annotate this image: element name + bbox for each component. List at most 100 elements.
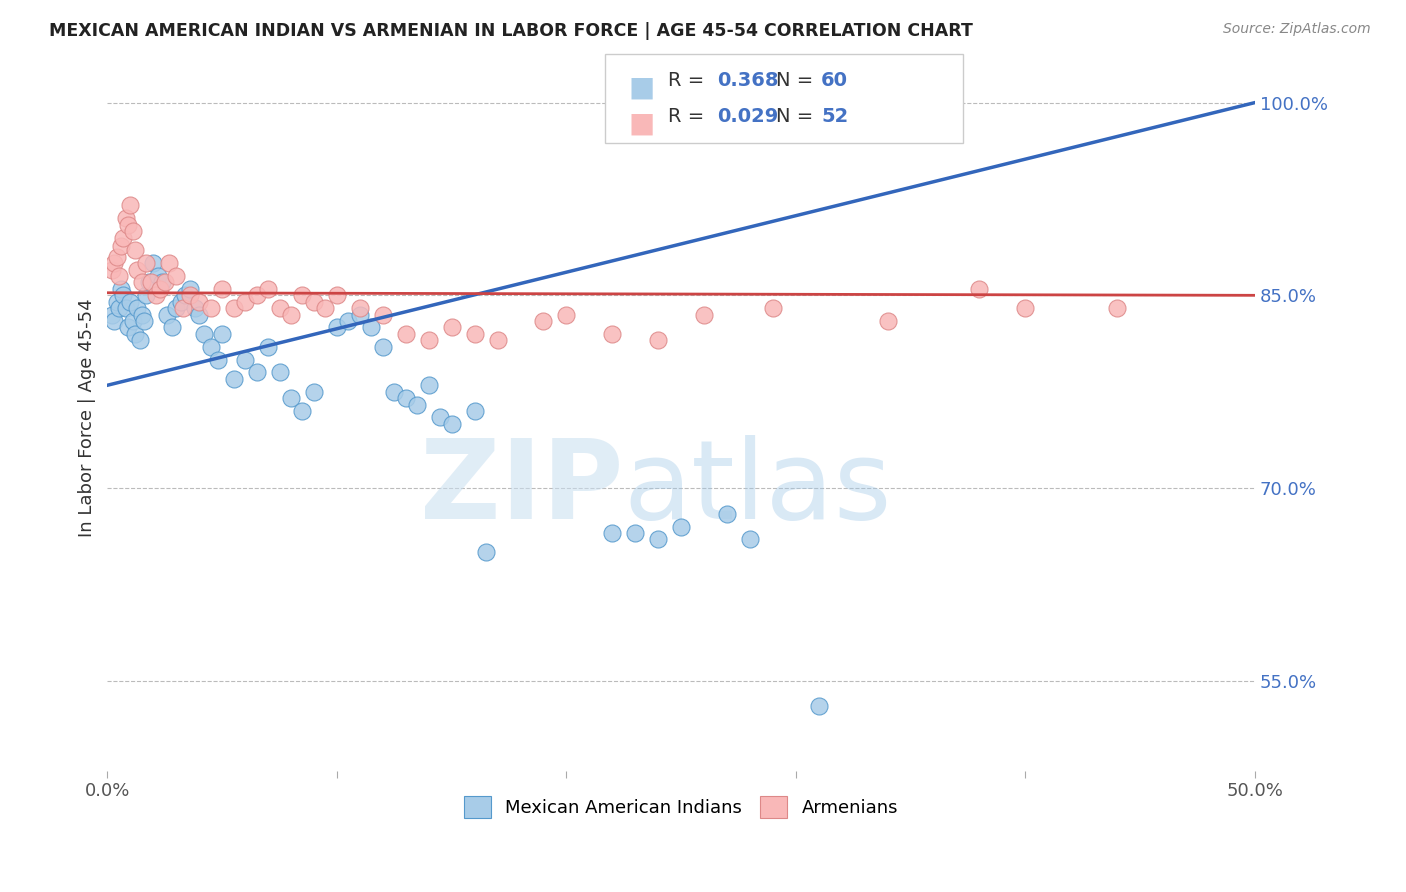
Point bbox=[291, 288, 314, 302]
Point bbox=[105, 250, 128, 264]
Point bbox=[693, 308, 716, 322]
Point bbox=[114, 301, 136, 315]
Point bbox=[464, 326, 486, 341]
Point bbox=[200, 301, 222, 315]
Point bbox=[624, 526, 647, 541]
Point bbox=[337, 314, 360, 328]
Point bbox=[193, 326, 215, 341]
Point bbox=[257, 340, 280, 354]
Point bbox=[139, 276, 162, 290]
Text: 0.368: 0.368 bbox=[717, 71, 779, 90]
Point bbox=[302, 384, 325, 399]
Point bbox=[418, 333, 440, 347]
Point bbox=[1107, 301, 1129, 315]
Point bbox=[112, 288, 135, 302]
Text: R =: R = bbox=[668, 71, 710, 90]
Text: N =: N = bbox=[776, 107, 820, 126]
Point bbox=[142, 256, 165, 270]
Point bbox=[124, 326, 146, 341]
Point bbox=[280, 308, 302, 322]
Point bbox=[146, 268, 169, 283]
Point bbox=[738, 533, 761, 547]
Point bbox=[174, 288, 197, 302]
Point bbox=[291, 404, 314, 418]
Point bbox=[145, 288, 167, 302]
Point bbox=[112, 230, 135, 244]
Point bbox=[165, 268, 187, 283]
Point bbox=[406, 398, 429, 412]
Point bbox=[555, 308, 578, 322]
Point bbox=[600, 526, 623, 541]
Point bbox=[647, 333, 669, 347]
Point bbox=[395, 391, 418, 405]
Point bbox=[395, 326, 418, 341]
Point bbox=[110, 282, 132, 296]
Point bbox=[382, 384, 405, 399]
Point bbox=[127, 262, 149, 277]
Text: atlas: atlas bbox=[624, 434, 893, 541]
Point bbox=[969, 282, 991, 296]
Point bbox=[120, 294, 142, 309]
Point bbox=[245, 365, 267, 379]
Point bbox=[152, 276, 174, 290]
Point bbox=[117, 218, 139, 232]
Point bbox=[245, 288, 267, 302]
Point bbox=[128, 333, 150, 347]
Point bbox=[222, 301, 245, 315]
Point bbox=[326, 320, 349, 334]
Point bbox=[600, 326, 623, 341]
Text: MEXICAN AMERICAN INDIAN VS ARMENIAN IN LABOR FORCE | AGE 45-54 CORRELATION CHART: MEXICAN AMERICAN INDIAN VS ARMENIAN IN L… bbox=[49, 22, 973, 40]
Point bbox=[326, 288, 349, 302]
Point bbox=[156, 308, 179, 322]
Point bbox=[101, 262, 124, 277]
Y-axis label: In Labor Force | Age 45-54: In Labor Force | Age 45-54 bbox=[79, 298, 96, 537]
Point bbox=[135, 288, 157, 302]
Point bbox=[302, 294, 325, 309]
Point bbox=[269, 365, 291, 379]
Text: Source: ZipAtlas.com: Source: ZipAtlas.com bbox=[1223, 22, 1371, 37]
Point bbox=[160, 320, 183, 334]
Point bbox=[464, 404, 486, 418]
Point bbox=[207, 352, 229, 367]
Point bbox=[110, 239, 132, 253]
Point bbox=[121, 224, 143, 238]
Point bbox=[222, 372, 245, 386]
Point bbox=[440, 417, 463, 431]
Point bbox=[716, 507, 738, 521]
Text: ■: ■ bbox=[628, 74, 655, 102]
Point bbox=[371, 340, 394, 354]
Point bbox=[114, 211, 136, 226]
Point bbox=[257, 282, 280, 296]
Point bbox=[101, 308, 124, 322]
Point bbox=[153, 276, 176, 290]
Point bbox=[371, 308, 394, 322]
Point bbox=[280, 391, 302, 405]
Point bbox=[131, 308, 153, 322]
Point bbox=[876, 314, 898, 328]
Point bbox=[1014, 301, 1036, 315]
Point bbox=[121, 314, 143, 328]
Text: ZIP: ZIP bbox=[420, 434, 624, 541]
Point bbox=[647, 533, 669, 547]
Text: 52: 52 bbox=[821, 107, 848, 126]
Point bbox=[132, 314, 155, 328]
Point bbox=[103, 256, 125, 270]
Point bbox=[179, 288, 201, 302]
Point bbox=[170, 294, 193, 309]
Point bbox=[314, 301, 336, 315]
Point bbox=[533, 314, 555, 328]
Text: R =: R = bbox=[668, 107, 710, 126]
Text: ■: ■ bbox=[628, 110, 655, 137]
Point bbox=[120, 198, 142, 212]
Point bbox=[486, 333, 509, 347]
Point bbox=[669, 519, 692, 533]
Point bbox=[108, 268, 131, 283]
Point bbox=[131, 276, 153, 290]
Point bbox=[418, 378, 440, 392]
Point bbox=[183, 301, 205, 315]
Point bbox=[475, 545, 498, 559]
Point bbox=[138, 276, 160, 290]
Point bbox=[108, 301, 131, 315]
Point bbox=[269, 301, 291, 315]
Point bbox=[211, 326, 233, 341]
